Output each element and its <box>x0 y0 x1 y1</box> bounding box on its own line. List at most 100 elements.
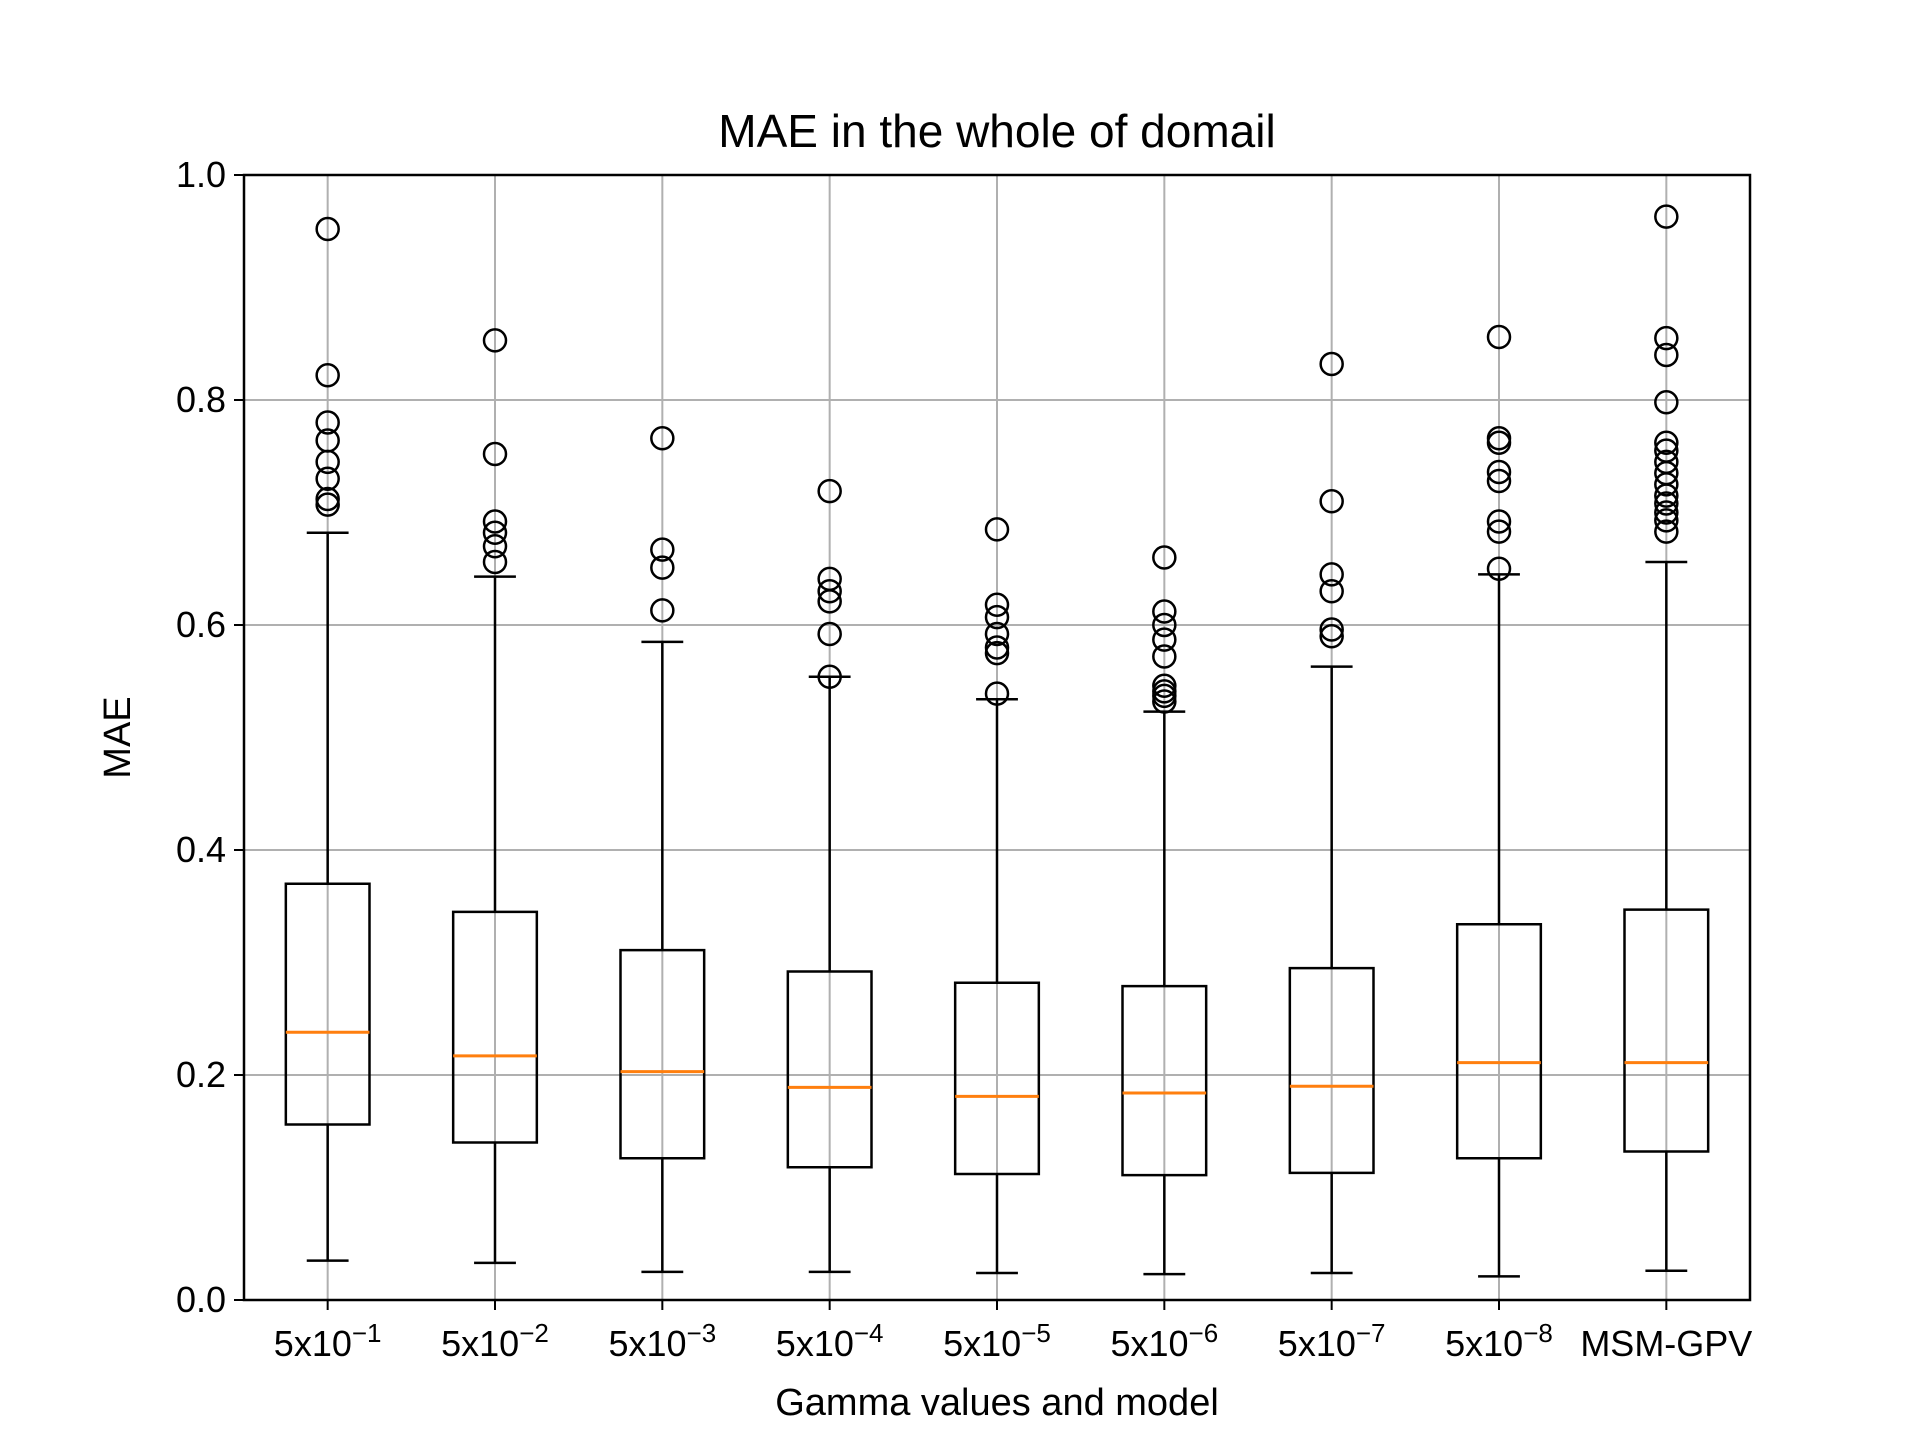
x-tick-label: 5x10−4 <box>776 1318 884 1364</box>
iqr-box <box>284 882 371 1126</box>
x-tick-label-exponent: −6 <box>1189 1318 1219 1348</box>
outlier-point <box>650 426 675 451</box>
y-tick-label: 0.8 <box>176 379 226 420</box>
outlier-point <box>1654 325 1679 351</box>
x-tick-label-exponent: −3 <box>687 1318 717 1348</box>
x-tick-label-exponent: −5 <box>1021 1318 1051 1348</box>
outlier-point <box>1319 624 1344 649</box>
x-tick-label-base: 5x10 <box>608 1323 686 1364</box>
outlier-point <box>1654 430 1679 455</box>
x-tick-label-exponent: −1 <box>352 1318 382 1348</box>
outlier-point <box>482 328 508 353</box>
outlier-point <box>1152 673 1177 698</box>
chart-title: MAE in the whole of domail <box>718 105 1275 157</box>
outlier-point <box>1654 483 1679 508</box>
x-tick-label-base: 5x10 <box>1445 1323 1523 1364</box>
outlier-point <box>1152 612 1177 638</box>
outlier-point <box>1486 430 1512 455</box>
x-tick-label-exponent: −8 <box>1523 1318 1553 1348</box>
outlier-point <box>1319 489 1344 514</box>
outlier-point <box>984 517 1010 542</box>
outlier-point <box>1152 627 1177 652</box>
outlier-point <box>1486 459 1512 485</box>
outlier-point <box>1654 519 1679 544</box>
outlier-point <box>1654 204 1679 229</box>
outlier-point <box>315 492 340 517</box>
outlier-point <box>482 549 508 575</box>
iqr-box <box>619 948 706 1160</box>
box-group <box>619 426 706 1274</box>
outlier-point <box>1486 509 1512 534</box>
outlier-point <box>1654 342 1679 368</box>
y-tick-label: 0.0 <box>176 1279 226 1320</box>
y-tick-label: 1.0 <box>176 154 226 195</box>
outlier-point <box>1486 468 1512 494</box>
outlier-point <box>315 410 340 435</box>
box-group <box>786 478 873 1274</box>
outlier-point <box>1486 519 1512 544</box>
x-tick-label-base: 5x10 <box>1278 1323 1356 1364</box>
iqr-box <box>1623 908 1710 1153</box>
box-group <box>1623 204 1710 1272</box>
outlier-point <box>315 486 340 512</box>
iqr-box <box>451 910 539 1144</box>
outlier-point <box>1654 500 1679 525</box>
outlier-point <box>1319 351 1344 377</box>
iqr-box <box>1288 966 1375 1175</box>
x-tick-label: 5x10−2 <box>441 1318 549 1364</box>
y-tick-label: 0.4 <box>176 829 226 870</box>
outlier-point <box>1152 689 1177 714</box>
outlier-point <box>984 681 1010 706</box>
box-group <box>1288 351 1375 1275</box>
outlier-point <box>1654 508 1679 533</box>
x-tick-label-base: MSM-GPV <box>1580 1323 1752 1364</box>
outlier-point <box>817 579 842 604</box>
y-tick-label: 0.6 <box>176 604 226 645</box>
outlier-point <box>817 478 842 504</box>
outlier-point <box>984 640 1010 666</box>
outlier-point <box>1486 324 1512 350</box>
outlier-point <box>1152 644 1177 669</box>
x-tick-label-base: 5x10 <box>776 1323 854 1364</box>
box-group <box>284 216 371 1262</box>
outlier-point <box>1152 683 1177 709</box>
x-tick-label-base: 5x10 <box>441 1323 519 1364</box>
outlier-point <box>650 598 675 623</box>
outlier-point <box>984 635 1010 660</box>
outlier-point <box>482 534 508 559</box>
iqr-box <box>1455 923 1543 1160</box>
outlier-point <box>984 592 1010 617</box>
x-tick-label-exponent: −2 <box>519 1318 549 1348</box>
y-axis-label: MAE <box>97 696 139 778</box>
outlier-point <box>1319 617 1344 642</box>
y-tick-label: 0.2 <box>176 1054 226 1095</box>
x-tick-label-exponent: −4 <box>854 1318 884 1348</box>
outlier-point <box>650 537 675 562</box>
x-tick-label: 5x10−3 <box>608 1318 716 1364</box>
outlier-point <box>482 441 508 467</box>
outlier-point <box>817 621 842 647</box>
x-tick-label: 5x10−6 <box>1110 1318 1218 1364</box>
box-group <box>451 328 539 1265</box>
outlier-point <box>1654 390 1679 415</box>
iqr-box <box>1121 984 1208 1177</box>
x-tick-label: 5x10−7 <box>1278 1318 1386 1364</box>
outlier-point <box>1486 556 1512 581</box>
iqr-box <box>953 981 1041 1176</box>
x-tick-label-base: 5x10 <box>274 1323 352 1364</box>
outlier-point <box>984 621 1010 647</box>
outlier-point <box>315 449 340 475</box>
x-tick-label: 5x10−8 <box>1445 1318 1553 1364</box>
outlier-point <box>650 555 675 580</box>
x-tick-label-exponent: −7 <box>1356 1318 1386 1348</box>
outlier-point <box>817 589 842 614</box>
box-group <box>953 517 1041 1275</box>
x-tick-label: 5x10−5 <box>943 1318 1051 1364</box>
outlier-point <box>1654 491 1679 516</box>
x-tick-label: 5x10−1 <box>274 1318 382 1364</box>
box-group <box>1121 545 1208 1276</box>
x-tick-label-base: 5x10 <box>943 1323 1021 1364</box>
x-tick-label-base: 5x10 <box>1110 1323 1188 1364</box>
